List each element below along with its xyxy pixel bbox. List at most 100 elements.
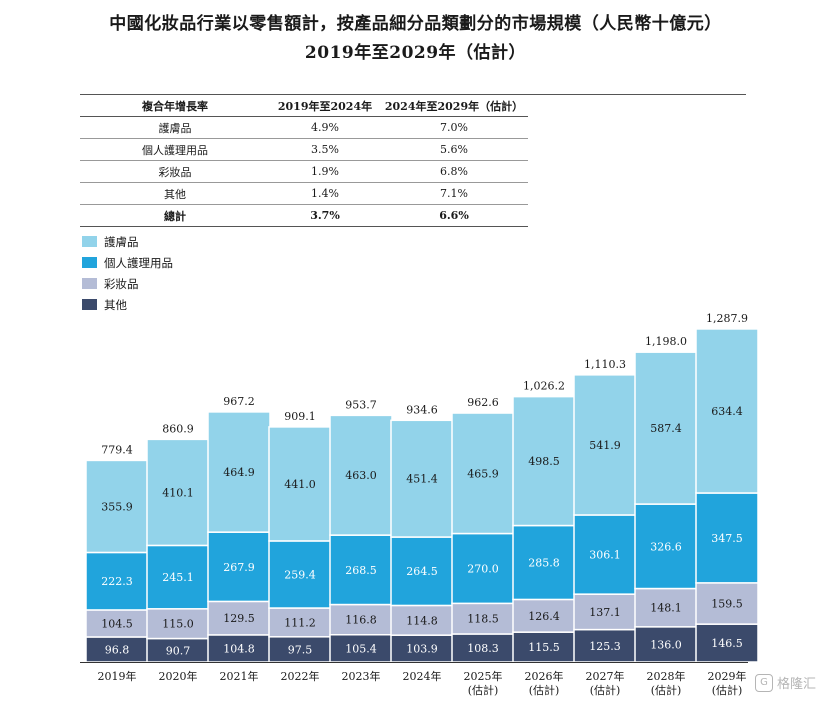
cagr-row: 護膚品 4.9% 7.0% xyxy=(80,116,528,139)
data-label: 129.5 xyxy=(223,612,255,625)
data-label: 347.5 xyxy=(711,532,743,545)
x-tick-label: 2028年 xyxy=(647,669,686,683)
cagr-total-value-a: 3.7% xyxy=(270,204,380,227)
data-label: 116.8 xyxy=(345,614,377,627)
data-label: 498.5 xyxy=(528,455,560,468)
data-label: 222.3 xyxy=(101,575,133,588)
bar-segment xyxy=(573,593,637,631)
data-label: 285.8 xyxy=(528,556,560,569)
bar-segment xyxy=(695,582,759,625)
bar-segment xyxy=(85,459,149,554)
x-tick-label: 2023年 xyxy=(342,669,381,683)
data-label: 90.7 xyxy=(166,644,191,657)
bar-segment xyxy=(207,411,271,533)
x-tick-label: 2021年 xyxy=(220,669,259,683)
cagr-row-value-b: 6.8% xyxy=(380,160,528,183)
cagr-table: 複合年增長率 2019年至2024年 2024年至2029年（估計） 護膚品 4… xyxy=(80,94,528,227)
data-label: 125.3 xyxy=(589,640,621,653)
data-label: 159.5 xyxy=(711,597,743,610)
data-label: 108.3 xyxy=(467,642,499,655)
legend-label: 個人護理用品 xyxy=(104,255,173,270)
cagr-row-value-b: 5.6% xyxy=(380,138,528,161)
data-label: 451.4 xyxy=(406,473,438,486)
x-tick-label: 2019年 xyxy=(98,669,137,683)
cagr-header-period1: 2019年至2024年 xyxy=(270,94,380,117)
total-label: 953.7 xyxy=(345,398,377,411)
data-label: 103.9 xyxy=(406,643,438,656)
bar-segment xyxy=(207,531,271,603)
bar-segment xyxy=(146,544,210,610)
legend-label: 護膚品 xyxy=(104,234,139,249)
data-label: 96.8 xyxy=(105,643,130,656)
legend-item: 彩妝品 xyxy=(82,273,173,294)
data-label: 306.1 xyxy=(589,549,621,562)
watermark-logo-icon: G xyxy=(755,673,773,692)
data-label: 465.9 xyxy=(467,467,499,480)
data-label: 245.1 xyxy=(162,571,194,584)
watermark-text: 格隆汇 xyxy=(777,677,817,692)
bar-segment xyxy=(451,602,515,635)
legend-swatch xyxy=(82,257,97,268)
total-label: 779.4 xyxy=(101,443,133,456)
bar-segment xyxy=(207,600,271,636)
data-label: 270.0 xyxy=(467,562,499,575)
bar-segment xyxy=(451,412,515,535)
data-label: 541.9 xyxy=(589,439,621,452)
x-tick-label: (估計) xyxy=(712,683,743,697)
cagr-row-value-a: 3.5% xyxy=(270,138,380,161)
data-label: 111.2 xyxy=(284,616,316,629)
data-label: 259.4 xyxy=(284,568,316,581)
total-label: 1,026.2 xyxy=(523,380,565,393)
bar-segment xyxy=(512,598,576,633)
data-label: 105.4 xyxy=(345,642,377,655)
x-tick-label: 2029年 xyxy=(708,669,747,683)
data-label: 97.5 xyxy=(288,643,313,656)
chart-subtitle: 2019年至2029年（估計） xyxy=(304,43,527,63)
data-label: 464.9 xyxy=(223,466,255,479)
data-label: 264.5 xyxy=(406,565,438,578)
data-label: 410.1 xyxy=(162,486,194,499)
cagr-row-label: 個人護理用品 xyxy=(80,138,270,161)
bar-segment xyxy=(634,626,698,663)
x-tick-label: 2026年 xyxy=(525,669,564,683)
legend-item: 個人護理用品 xyxy=(82,252,173,273)
cagr-header-period2: 2024年至2029年（估計） xyxy=(380,94,528,117)
bar-segment xyxy=(512,524,576,601)
cagr-row-label: 其他 xyxy=(80,182,270,205)
total-label: 860.9 xyxy=(162,422,194,435)
bar-segment xyxy=(512,395,576,527)
data-label: 126.4 xyxy=(528,610,560,623)
bar-segment xyxy=(268,636,332,663)
table-top-rule xyxy=(528,94,746,95)
bar-segment xyxy=(85,609,149,638)
data-label: 267.9 xyxy=(223,561,255,574)
total-label: 1,287.9 xyxy=(706,312,748,325)
legend-swatch xyxy=(82,299,97,310)
data-label: 463.0 xyxy=(345,469,377,482)
x-tick-label: 2020年 xyxy=(159,669,198,683)
legend-label: 其他 xyxy=(104,297,127,312)
x-tick-label: (估計) xyxy=(468,683,499,697)
data-label: 146.5 xyxy=(711,637,743,650)
cagr-header-label: 複合年增長率 xyxy=(80,94,270,117)
cagr-row-value-a: 4.9% xyxy=(270,116,380,139)
data-label: 441.0 xyxy=(284,478,316,491)
legend-swatch xyxy=(82,278,97,289)
cagr-row-label: 護膚品 xyxy=(80,116,270,139)
cagr-row-value-a: 1.4% xyxy=(270,182,380,205)
bar-segment xyxy=(146,438,210,547)
total-label: 1,198.0 xyxy=(645,335,687,348)
x-tick-label: 2022年 xyxy=(281,669,320,683)
bar-segment xyxy=(695,492,759,584)
x-tick-label: (估計) xyxy=(590,683,621,697)
data-label: 104.8 xyxy=(223,642,255,655)
bar-segment xyxy=(268,426,332,542)
data-label: 634.4 xyxy=(711,405,743,418)
data-label: 136.0 xyxy=(650,638,682,651)
data-label: 118.5 xyxy=(467,613,499,626)
data-label: 268.5 xyxy=(345,564,377,577)
bar-segment xyxy=(390,536,454,607)
bar-segment xyxy=(85,551,149,611)
data-label: 114.8 xyxy=(406,614,438,627)
chart-legend: 護膚品個人護理用品彩妝品其他 xyxy=(82,231,173,315)
